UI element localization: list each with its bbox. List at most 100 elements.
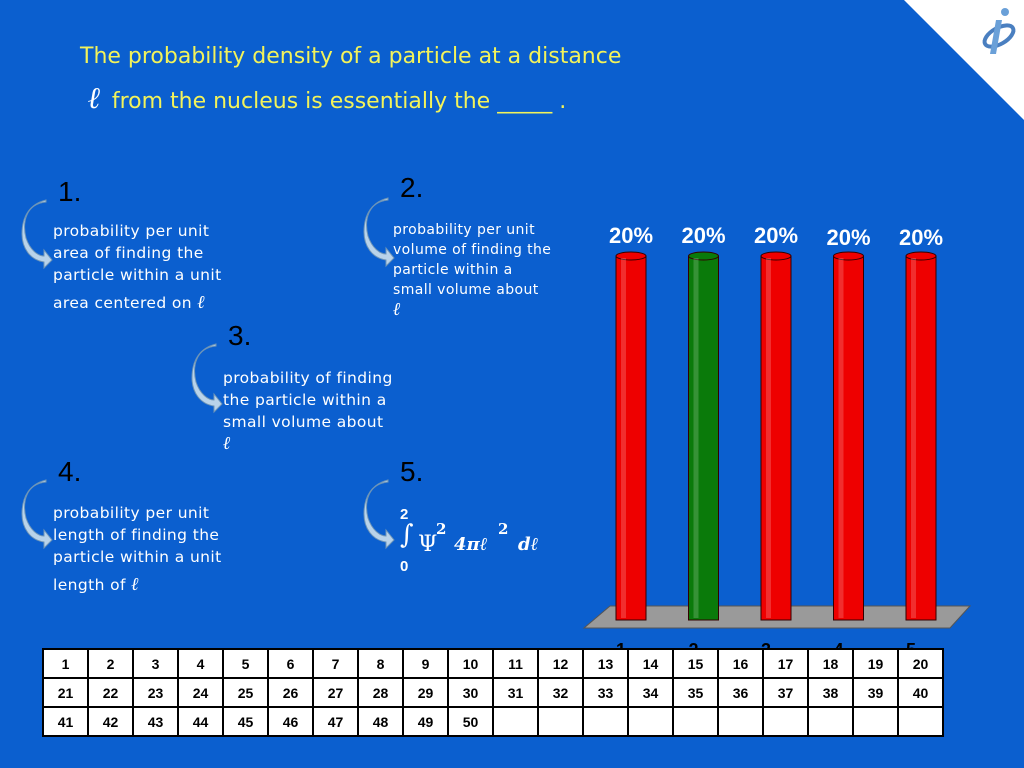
option-4-line: probability per unit <box>53 504 210 522</box>
grid-cell: 46 <box>267 706 314 737</box>
term-exponent: 2 <box>498 520 509 538</box>
grid-cell: 25 <box>222 677 269 708</box>
value-label: 20% <box>754 223 798 248</box>
option-4-line: length of <box>53 576 126 594</box>
grid-cell: 18 <box>807 648 854 679</box>
grid-cell: 43 <box>132 706 179 737</box>
grid-cell <box>852 706 899 737</box>
grid-cell <box>762 706 809 737</box>
question-text: The probability density of a particle at… <box>80 36 780 123</box>
grid-row: 1 2 3 4 5 6 7 8 9 10 11 12 13 14 15 16 17 18 19 20 <box>42 648 944 679</box>
option-1-line: particle within a unit <box>53 266 222 284</box>
grid-cell: 50 <box>447 706 494 737</box>
grid-cell: 38 <box>807 677 854 708</box>
integral-sign: ∫ <box>400 520 414 550</box>
response-grid: 1 2 3 4 5 6 7 8 9 10 11 12 13 14 15 16 17 18 19 20 21 22 23 24 2… <box>42 648 944 737</box>
value-label: 20% <box>899 225 943 250</box>
option-1-line: area of finding the <box>53 244 204 262</box>
ell-symbol: ℓ <box>223 433 232 454</box>
value-label: 20% <box>609 223 653 248</box>
bar-5 <box>905 251 937 621</box>
four-pi-ell-term: 4πℓ <box>454 534 488 555</box>
grid-cell: 22 <box>87 677 134 708</box>
grid-cell: 16 <box>717 648 764 679</box>
option-2-number: 2. <box>400 172 424 203</box>
grid-cell: 33 <box>582 677 629 708</box>
ell-symbol: ℓ <box>197 292 206 313</box>
grid-cell: 1 <box>42 648 89 679</box>
grid-cell: 14 <box>627 648 674 679</box>
grid-cell: 45 <box>222 706 269 737</box>
grid-cell: 13 <box>582 648 629 679</box>
ell-symbol: ℓ <box>131 574 140 595</box>
grid-cell: 44 <box>177 706 224 737</box>
grid-cell: 36 <box>717 677 764 708</box>
grid-cell <box>627 706 674 737</box>
question-line-2: from the nucleus is essentially the ____… <box>111 89 567 114</box>
grid-cell <box>717 706 764 737</box>
grid-cell: 5 <box>222 648 269 679</box>
option-4-line: length of finding the <box>53 526 220 544</box>
grid-cell <box>537 706 584 737</box>
option-1-number: 1. <box>58 176 82 207</box>
curved-arrow-icon <box>191 343 223 414</box>
grid-cell: 30 <box>447 677 494 708</box>
option-5-number: 5. <box>400 456 424 487</box>
grid-cell: 10 <box>447 648 494 679</box>
logo <box>904 0 1024 120</box>
grid-cell: 23 <box>132 677 179 708</box>
bar-3 <box>760 251 792 621</box>
grid-cell: 7 <box>312 648 359 679</box>
integral-lower-limit: 0 <box>400 558 409 575</box>
option-3-line: probability of finding <box>223 369 393 387</box>
grid-cell: 28 <box>357 677 404 708</box>
option-2-line: small volume about <box>393 282 539 298</box>
option-2-line: particle within a <box>393 262 513 278</box>
integral-upper-limit: 2 <box>400 506 409 523</box>
logo-mark-icon <box>982 8 1016 54</box>
grid-cell: 31 <box>492 677 539 708</box>
curved-arrow-icon <box>21 199 53 270</box>
option-1-line: probability per unit <box>53 222 210 240</box>
grid-cell: 26 <box>267 677 314 708</box>
grid-cell: 9 <box>402 648 449 679</box>
grid-cell: 24 <box>177 677 224 708</box>
option-3-line: small volume about <box>223 413 384 431</box>
option-2-text[interactable]: probability per unit volume of finding t… <box>393 220 551 320</box>
grid-cell: 41 <box>42 706 89 737</box>
option-2-line: probability per unit <box>393 222 535 238</box>
option-1-text[interactable]: probability per unit area of finding the… <box>53 220 222 314</box>
ell-symbol: ℓ <box>393 299 402 320</box>
grid-cell: 42 <box>87 706 134 737</box>
grid-cell: 49 <box>402 706 449 737</box>
grid-cell: 39 <box>852 677 899 708</box>
grid-cell: 47 <box>312 706 359 737</box>
grid-cell: 4 <box>177 648 224 679</box>
value-label: 20% <box>826 225 870 250</box>
grid-cell: 19 <box>852 648 899 679</box>
grid-cell: 35 <box>672 677 719 708</box>
option-4-line: particle within a unit <box>53 548 222 566</box>
grid-cell: 29 <box>402 677 449 708</box>
curved-arrow-icon <box>363 197 395 268</box>
ell-symbol: ℓ <box>88 81 101 116</box>
value-label: 20% <box>681 223 725 248</box>
grid-cell <box>582 706 629 737</box>
grid-cell: 8 <box>357 648 404 679</box>
option-4-text[interactable]: probability per unit length of finding t… <box>53 502 222 596</box>
grid-cell: 17 <box>762 648 809 679</box>
grid-cell: 12 <box>537 648 584 679</box>
option-3-line: the particle within a <box>223 391 387 409</box>
grid-row: 41 42 43 44 45 46 47 48 49 50 <box>42 706 944 737</box>
grid-cell <box>492 706 539 737</box>
option-1-line: area centered on <box>53 294 193 312</box>
grid-cell: 11 <box>492 648 539 679</box>
bar-4 <box>833 251 864 621</box>
option-3-number: 3. <box>228 320 252 351</box>
bar-2 <box>688 251 719 621</box>
grid-cell: 27 <box>312 677 359 708</box>
question-line-1: The probability density of a particle at… <box>80 44 622 69</box>
option-3-text[interactable]: probability of finding the particle with… <box>223 367 393 455</box>
curved-arrow-icon <box>21 479 53 550</box>
